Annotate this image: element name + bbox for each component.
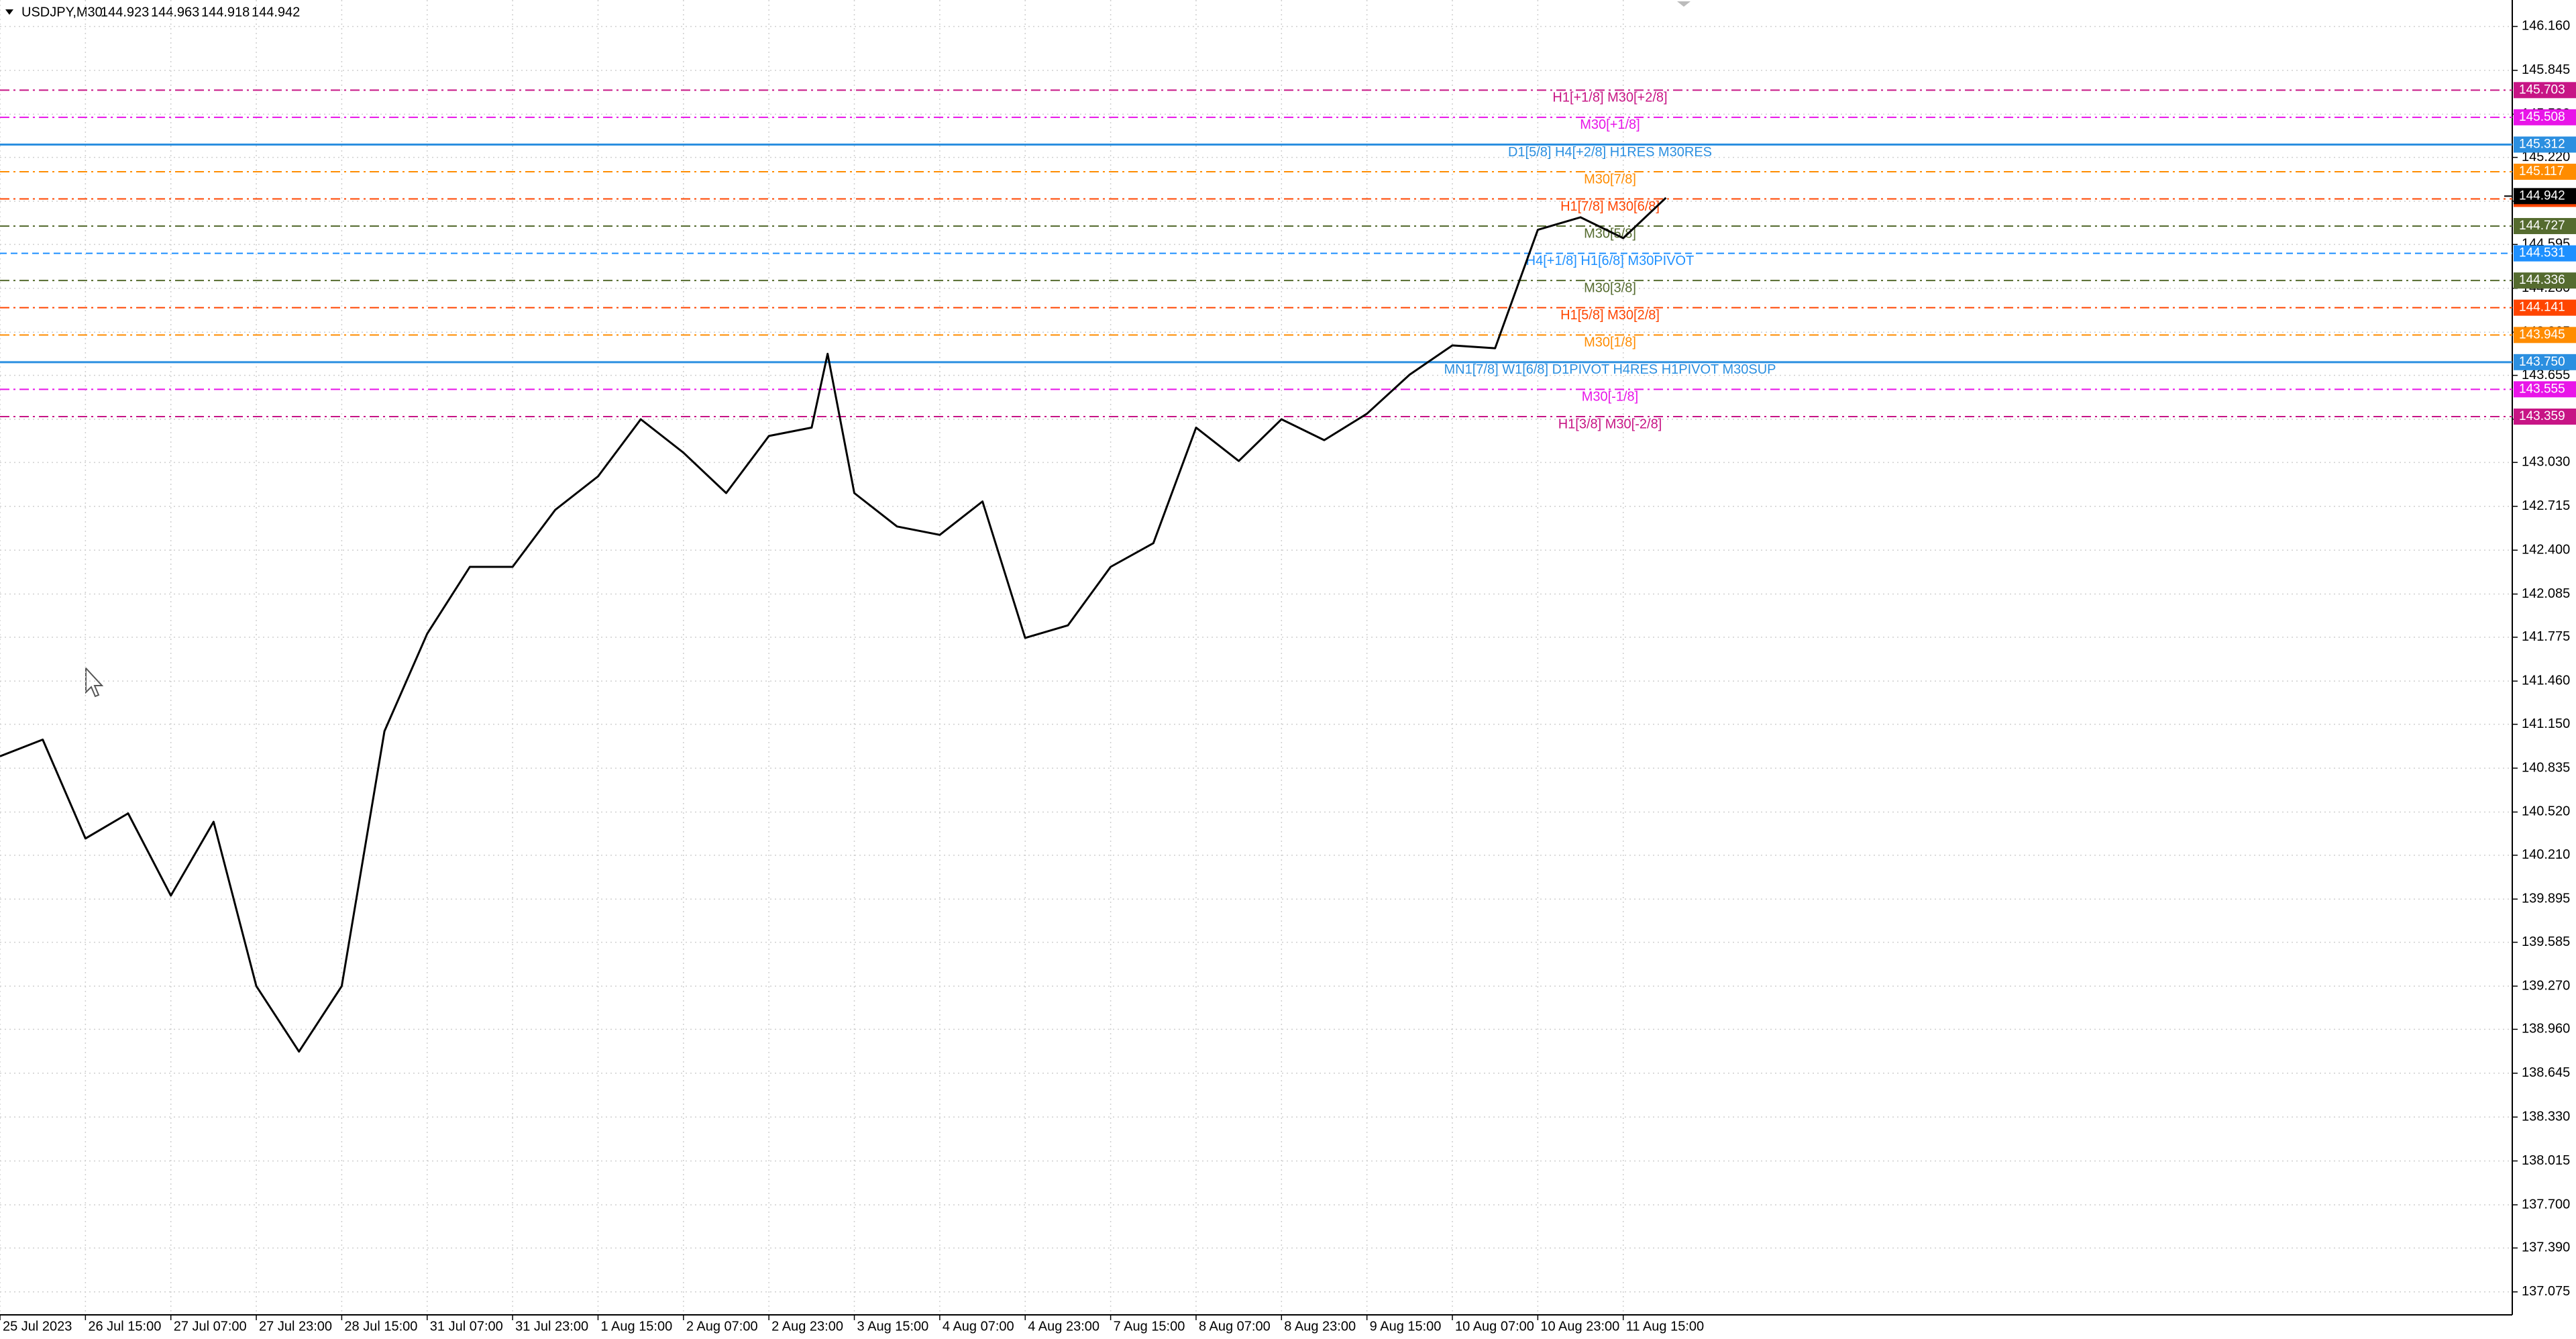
- price-tag: [2514, 299, 2576, 316]
- price-line: [0, 197, 1667, 1053]
- y-tick-label: 141.775: [2522, 629, 2570, 644]
- level-label: H4[+1/8] H1[6/8] M30PIVOT: [1526, 254, 1695, 268]
- y-tick-label: 143.030: [2522, 455, 2570, 470]
- price-tag: [2514, 245, 2576, 262]
- y-tick-label: 143.655: [2522, 368, 2570, 382]
- x-tick-label: 26 Jul 15:00: [88, 1319, 161, 1334]
- price-tag: [2514, 272, 2576, 289]
- price-tag-label: 144.141: [2519, 301, 2565, 315]
- x-tick-label: 8 Aug 23:00: [1284, 1319, 1356, 1334]
- y-tick-label: 141.460: [2522, 674, 2570, 688]
- x-tick-label: 10 Aug 07:00: [1455, 1319, 1534, 1334]
- price-tag: [2514, 164, 2576, 180]
- price-tag-label: 143.750: [2519, 355, 2565, 369]
- level-label: D1[5/8] H4[+2/8] H1RES M30RES: [1508, 145, 1712, 160]
- level-label: H1[5/8] M30[2/8]: [1560, 308, 1660, 323]
- price-tag-label: 144.531: [2519, 246, 2565, 260]
- y-tick-label: 145.845: [2522, 62, 2570, 77]
- x-tick-label: 11 Aug 15:00: [1626, 1319, 1704, 1334]
- y-tick-label: 137.075: [2522, 1284, 2570, 1299]
- x-tick-label: 28 Jul 15:00: [344, 1319, 417, 1334]
- level-label: H1[3/8] M30[-2/8]: [1558, 417, 1662, 431]
- x-tick-label: 25 Jul 2023: [3, 1319, 72, 1334]
- x-tick-label: 10 Aug 23:00: [1540, 1319, 1619, 1334]
- price-tag: [2514, 136, 2576, 153]
- y-tick-label: 142.085: [2522, 586, 2570, 601]
- price-tag: [2514, 82, 2576, 99]
- price-tag-label: 143.945: [2519, 327, 2565, 341]
- close: 144.942: [252, 5, 300, 19]
- y-tick-label: 146.160: [2522, 19, 2570, 34]
- x-tick-label: 31 Jul 07:00: [430, 1319, 503, 1334]
- level-label: M30[-1/8]: [1582, 390, 1638, 405]
- current-price-tag: [2514, 188, 2576, 205]
- level-label: M30[7/8]: [1584, 172, 1636, 186]
- y-tick-label: 140.520: [2522, 804, 2570, 819]
- x-tick-label: 31 Jul 23:00: [515, 1319, 588, 1334]
- level-label: M30[+1/8]: [1580, 117, 1640, 132]
- level-label: M30[3/8]: [1584, 280, 1636, 295]
- y-tick-label: 142.715: [2522, 498, 2570, 513]
- y-tick-label: 138.645: [2522, 1065, 2570, 1080]
- y-tick-label: 145.220: [2522, 150, 2570, 164]
- y-tick-label: 138.015: [2522, 1153, 2570, 1168]
- price-tag-label: 145.703: [2519, 83, 2565, 97]
- price-tag-label: 143.555: [2519, 382, 2565, 396]
- x-tick-label: 1 Aug 15:00: [600, 1319, 672, 1334]
- y-tick-label: 137.390: [2522, 1240, 2570, 1255]
- x-tick-label: 27 Jul 07:00: [174, 1319, 247, 1334]
- x-tick-label: 3 Aug 15:00: [857, 1319, 929, 1334]
- y-tick-label: 139.585: [2522, 934, 2570, 949]
- price-tag-label: 145.117: [2519, 164, 2564, 178]
- current-price-label: 144.942: [2519, 189, 2565, 203]
- price-tag-label: 145.508: [2519, 110, 2565, 124]
- price-tag: [2514, 409, 2576, 425]
- menu-arrow[interactable]: [5, 9, 13, 15]
- header: USDJPY,M30 144.923 144.963 144.918 144.9…: [5, 5, 300, 19]
- y-tick-label: 141.150: [2522, 716, 2570, 731]
- y-tick-label: 140.210: [2522, 847, 2570, 862]
- price-tag: [2514, 109, 2576, 125]
- y-tick-label: 139.895: [2522, 892, 2570, 906]
- price-tag-label: 145.312: [2519, 138, 2565, 152]
- x-tick-label: 7 Aug 15:00: [1114, 1319, 1185, 1334]
- mouse-cursor: [85, 666, 104, 698]
- y-tick-label: 139.270: [2522, 978, 2570, 993]
- y-tick-label: 137.700: [2522, 1197, 2570, 1212]
- open: 144.923: [101, 5, 149, 19]
- price-tag-label: 144.336: [2519, 273, 2565, 287]
- y-tick-label: 138.330: [2522, 1109, 2570, 1124]
- price-tag: [2514, 217, 2576, 234]
- low: 144.918: [201, 5, 250, 19]
- y-tick-label: 140.835: [2522, 760, 2570, 775]
- x-tick-label: 2 Aug 07:00: [686, 1319, 758, 1334]
- x-tick-label: 8 Aug 07:00: [1199, 1319, 1271, 1334]
- shift-marker[interactable]: [1677, 1, 1690, 7]
- price-tag: [2514, 354, 2576, 370]
- symbol: USDJPY,M30: [21, 5, 103, 19]
- high: 144.963: [151, 5, 199, 19]
- x-tick-label: 4 Aug 07:00: [943, 1319, 1014, 1334]
- level-label: H1[7/8] M30[6/8]: [1560, 199, 1660, 214]
- x-tick-label: 27 Jul 23:00: [259, 1319, 332, 1334]
- x-tick-label: 9 Aug 15:00: [1370, 1319, 1442, 1334]
- x-tick-label: 2 Aug 23:00: [771, 1319, 843, 1334]
- level-label: M30[1/8]: [1584, 335, 1636, 350]
- level-label: MN1[7/8] W1[6/8] D1PIVOT H4RES H1PIVOT M…: [1444, 362, 1776, 377]
- price-tag: [2514, 327, 2576, 343]
- x-tick-label: 4 Aug 23:00: [1028, 1319, 1099, 1334]
- level-label: H1[+1/8] M30[+2/8]: [1552, 91, 1667, 105]
- price-tag: [2514, 381, 2576, 398]
- y-tick-label: 142.400: [2522, 542, 2570, 557]
- price-tag-label: 143.359: [2519, 409, 2565, 423]
- y-tick-label: 138.960: [2522, 1022, 2570, 1036]
- price-tag-label: 144.727: [2519, 219, 2565, 233]
